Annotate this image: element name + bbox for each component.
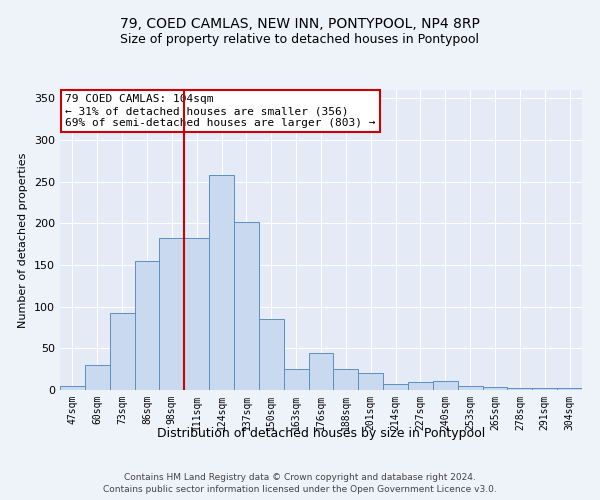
Text: 79, COED CAMLAS, NEW INN, PONTYPOOL, NP4 8RP: 79, COED CAMLAS, NEW INN, PONTYPOOL, NP4… [120, 18, 480, 32]
Y-axis label: Number of detached properties: Number of detached properties [19, 152, 28, 328]
Bar [508, 388, 532, 390]
Bar [284, 369, 308, 390]
Text: 79 COED CAMLAS: 104sqm
← 31% of detached houses are smaller (356)
69% of semi-de: 79 COED CAMLAS: 104sqm ← 31% of detached… [65, 94, 376, 128]
Bar [160, 238, 184, 390]
Bar [482, 386, 508, 390]
Bar [433, 381, 458, 390]
Bar [134, 261, 160, 390]
Bar [458, 386, 482, 390]
Bar [209, 175, 234, 390]
Bar [85, 365, 110, 390]
Bar [358, 374, 383, 390]
Bar [334, 369, 358, 390]
Bar [259, 319, 284, 390]
Bar [532, 388, 557, 390]
Bar [110, 312, 134, 390]
Text: Contains public sector information licensed under the Open Government Licence v3: Contains public sector information licen… [103, 485, 497, 494]
Bar [234, 222, 259, 390]
Text: Distribution of detached houses by size in Pontypool: Distribution of detached houses by size … [157, 428, 485, 440]
Text: Size of property relative to detached houses in Pontypool: Size of property relative to detached ho… [121, 32, 479, 46]
Bar [557, 388, 582, 390]
Bar [60, 386, 85, 390]
Text: Contains HM Land Registry data © Crown copyright and database right 2024.: Contains HM Land Registry data © Crown c… [124, 472, 476, 482]
Bar [184, 238, 209, 390]
Bar [408, 382, 433, 390]
Bar [308, 352, 334, 390]
Bar [383, 384, 408, 390]
